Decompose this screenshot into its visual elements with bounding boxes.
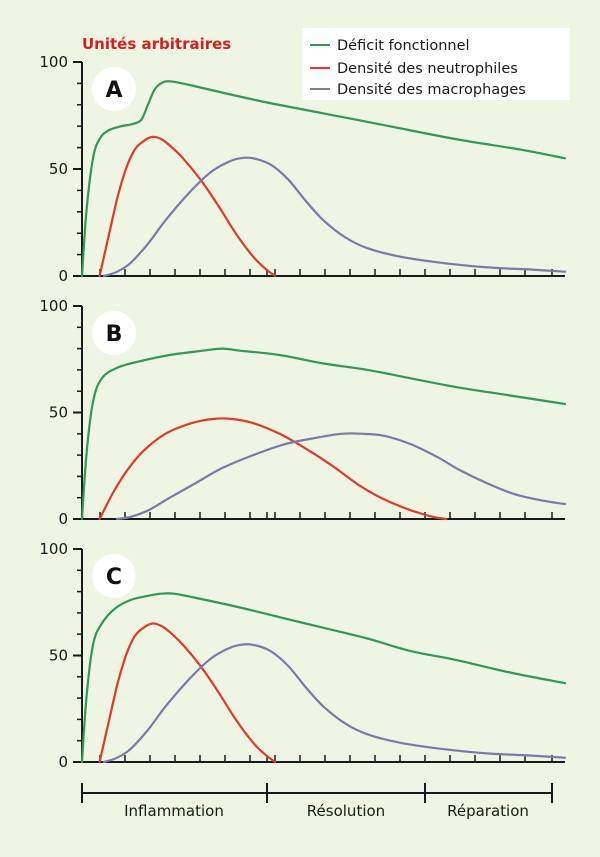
series-line-densite-des-macrophages-b: [116, 432, 567, 521]
phase-label-reparation: Réparation: [447, 802, 529, 820]
panel-b: 0 50 100 B: [39, 297, 567, 528]
unit-label: Unités arbitraires: [82, 35, 231, 53]
panel-badge-label-c: C: [106, 565, 122, 590]
chart-panels: 0 50 100 A 0 50 100 B 0 50 100 C: [39, 53, 567, 771]
panel-badge-a: [92, 67, 136, 111]
panel-badge-c: [92, 554, 136, 598]
panel-badge-label-a: A: [105, 78, 122, 103]
series-line-deficit-fonctionnel-c: [80, 592, 567, 764]
legend-label-neutrophiles: Densité des neutrophiles: [337, 61, 518, 77]
y-tick-label-c: 0: [58, 753, 68, 771]
phase-axis: Inflammation Résolution Réparation: [81, 783, 553, 820]
y-tick-label-a: 50: [49, 160, 68, 178]
panel-badge-b: [92, 311, 136, 355]
series-line-densite-des-macrophages-a: [102, 156, 567, 278]
series-line-densite-des-neutrophiles-b: [98, 417, 448, 521]
series-line-densite-des-neutrophiles-a: [98, 135, 277, 278]
series-line-densite-des-macrophages-c: [102, 643, 567, 764]
y-tick-label-b: 0: [58, 510, 68, 528]
y-tick-label-b: 50: [49, 404, 68, 422]
y-tick-label-a: 100: [39, 53, 68, 71]
legend: Déficit fonctionnel Densité des neutroph…: [302, 28, 570, 100]
legend-label-deficit: Déficit fonctionnel: [337, 38, 470, 54]
panel-badge-label-b: B: [106, 322, 123, 347]
series-line-deficit-fonctionnel-a: [80, 80, 567, 278]
phase-label-inflammation: Inflammation: [124, 802, 224, 820]
panel-c: 0 50 100 C: [39, 540, 567, 771]
y-tick-label-b: 100: [39, 297, 68, 315]
legend-box: [302, 28, 570, 100]
y-tick-label-a: 0: [58, 267, 68, 285]
y-tick-label-c: 100: [39, 540, 68, 558]
series-line-densite-des-neutrophiles-c: [98, 622, 277, 764]
panel-a: 0 50 100 A: [39, 53, 567, 285]
y-tick-label-c: 50: [49, 647, 68, 665]
legend-label-macrophages: Densité des macrophages: [337, 82, 526, 98]
series-line-deficit-fonctionnel-b: [80, 347, 567, 521]
phase-label-resolution: Résolution: [307, 802, 385, 820]
